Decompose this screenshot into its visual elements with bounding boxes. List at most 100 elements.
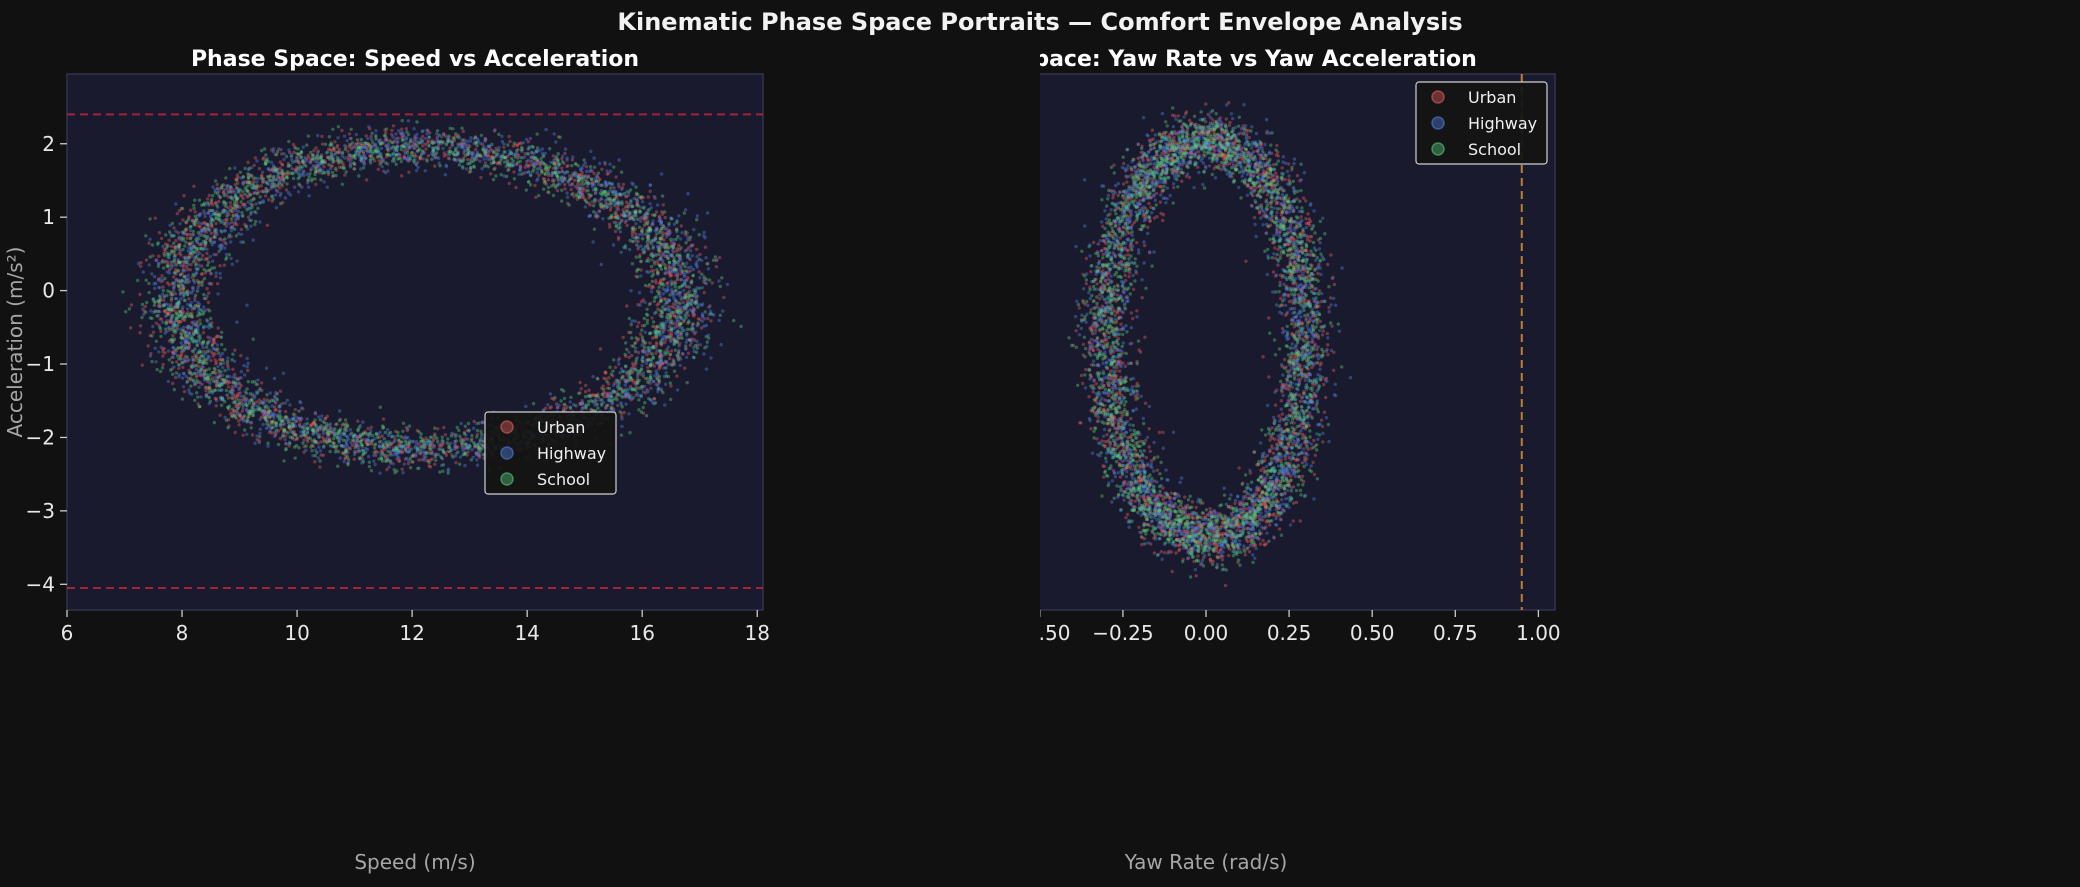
point	[177, 247, 181, 251]
point	[668, 353, 672, 357]
point	[380, 434, 384, 438]
point	[565, 158, 569, 162]
point	[665, 242, 669, 247]
point	[181, 259, 186, 264]
point	[322, 445, 326, 449]
point	[668, 266, 673, 270]
point	[224, 218, 228, 222]
point	[184, 232, 189, 237]
point	[158, 326, 163, 331]
point	[679, 278, 683, 282]
point	[331, 157, 335, 161]
point	[212, 337, 216, 341]
point	[340, 154, 345, 158]
point	[284, 174, 289, 178]
point	[198, 225, 202, 229]
point	[675, 339, 680, 343]
point	[203, 243, 207, 247]
point	[197, 404, 202, 409]
point	[599, 262, 603, 267]
point	[677, 248, 682, 252]
point	[218, 271, 222, 276]
point	[421, 141, 425, 145]
point	[651, 219, 655, 223]
point	[647, 302, 652, 307]
point	[290, 160, 295, 165]
point	[229, 209, 234, 213]
point	[573, 184, 577, 189]
point	[340, 128, 344, 133]
point	[711, 258, 716, 262]
point	[591, 240, 595, 244]
point	[257, 439, 261, 443]
point	[526, 140, 530, 144]
point	[576, 178, 580, 183]
point	[623, 352, 627, 357]
point	[258, 417, 262, 422]
point	[213, 396, 217, 401]
point	[194, 375, 198, 379]
point	[247, 180, 252, 185]
point	[626, 378, 630, 382]
point	[384, 143, 388, 147]
point	[242, 202, 246, 206]
point	[630, 216, 634, 220]
point	[352, 457, 356, 461]
point	[670, 313, 674, 317]
point	[224, 379, 228, 384]
point	[243, 402, 248, 407]
point	[694, 300, 699, 305]
point	[249, 224, 253, 228]
point	[566, 179, 570, 184]
point	[519, 148, 524, 152]
point	[679, 272, 684, 276]
point	[270, 411, 275, 416]
point	[637, 225, 642, 229]
point	[604, 184, 608, 188]
point	[563, 176, 567, 181]
point	[460, 144, 465, 149]
point	[323, 437, 328, 441]
point	[317, 428, 322, 432]
point	[595, 174, 599, 178]
point	[690, 327, 695, 331]
point	[283, 409, 288, 414]
point	[641, 195, 645, 200]
point	[201, 312, 205, 316]
point	[167, 326, 171, 330]
point	[525, 159, 529, 164]
point	[244, 224, 249, 228]
point	[670, 217, 674, 221]
point	[695, 217, 699, 222]
point	[185, 359, 190, 363]
point	[182, 263, 186, 267]
point	[178, 319, 182, 324]
point	[270, 168, 275, 172]
point	[272, 147, 276, 151]
point	[298, 419, 302, 423]
point	[408, 156, 412, 161]
point	[271, 398, 276, 403]
point	[237, 404, 241, 408]
point	[677, 344, 681, 348]
point	[359, 141, 363, 146]
point	[177, 261, 182, 265]
point	[266, 411, 271, 415]
point	[366, 146, 371, 150]
point	[600, 403, 604, 407]
point	[174, 360, 179, 364]
point	[566, 164, 570, 168]
point	[177, 366, 181, 371]
point	[433, 164, 437, 168]
point	[477, 445, 481, 450]
point	[184, 374, 188, 378]
point	[234, 214, 239, 218]
point	[474, 154, 479, 158]
point	[295, 437, 299, 441]
point	[332, 146, 336, 150]
point	[685, 300, 690, 304]
point	[476, 450, 480, 454]
point	[412, 142, 417, 146]
point	[464, 144, 468, 148]
point	[178, 280, 183, 284]
